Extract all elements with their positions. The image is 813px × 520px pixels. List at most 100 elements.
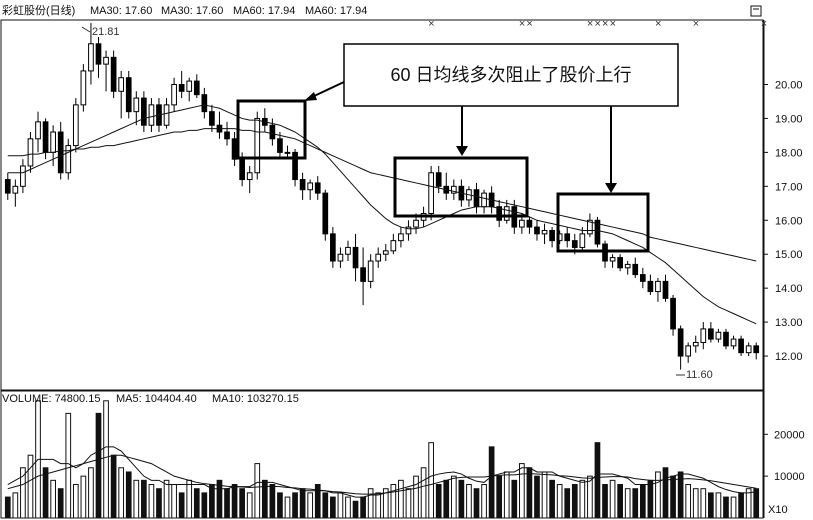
candle-down: [639, 274, 646, 282]
candle-up: [72, 104, 79, 147]
volume-bar-up: [692, 488, 699, 519]
resistance-box-3: [556, 192, 650, 253]
volume-bar-down: [496, 475, 503, 519]
volume-bar-up: [390, 484, 397, 519]
candle-down: [141, 97, 147, 126]
volume-bar-up: [50, 479, 56, 519]
volume-bar-down: [216, 479, 223, 519]
candle-down: [110, 56, 117, 92]
volume-bar-up: [413, 475, 419, 519]
volume-bar-down: [57, 488, 64, 519]
candle-up: [382, 250, 389, 255]
volume-bar-up: [118, 467, 125, 519]
volume-bar-up: [254, 463, 261, 519]
volume-bar-up: [420, 467, 427, 519]
volume-bar-up: [345, 496, 351, 519]
volume-bar-up: [685, 484, 692, 519]
ma60-label-2: MA60: 17.94: [305, 5, 367, 17]
price-panel-frame: [0, 19, 764, 391]
candle-up: [148, 104, 155, 126]
candle-down: [564, 233, 571, 242]
volume-bar-down: [443, 479, 450, 519]
volume-bar-up: [103, 400, 109, 519]
candle-down: [292, 151, 298, 181]
candle-up: [307, 182, 314, 191]
annotation-text: 60 日均线多次阻止了股价上行: [390, 65, 631, 85]
volume-bar-down: [564, 488, 571, 519]
volume-bar-up: [700, 488, 707, 519]
volume-ma10-line: [7, 454, 757, 495]
window-box-icon[interactable]: [750, 5, 762, 17]
volume-layer: [4, 400, 760, 519]
volume-bar-up: [133, 479, 140, 519]
candle-down: [4, 179, 11, 194]
volume-bar-down: [360, 496, 366, 519]
volume-bar-up: [624, 488, 631, 519]
volume-bar-down: [708, 492, 714, 519]
volume-bar-down: [526, 467, 533, 519]
volume-bar-down: [617, 484, 623, 519]
volume-bar-down: [677, 471, 684, 519]
volume-ma5-line: [7, 446, 757, 498]
candle-down: [193, 80, 200, 96]
candle-down: [670, 297, 676, 330]
candle-down: [647, 280, 654, 293]
volume-bar-up: [428, 442, 434, 519]
candle-up: [80, 70, 87, 106]
volume-bar-down: [125, 471, 132, 519]
candle-up: [405, 226, 412, 235]
annotation-callout: [343, 43, 679, 107]
volume-bar-up: [65, 412, 72, 519]
volume-bar-down: [292, 492, 298, 519]
candle-up: [65, 145, 72, 174]
candle-up: [685, 345, 692, 357]
volume-bar-down: [662, 467, 669, 519]
candle-up: [35, 121, 41, 140]
candle-up: [118, 77, 125, 92]
volume-bar-up: [12, 492, 19, 519]
volume-bar-up: [466, 484, 472, 519]
arrow-2-head: [456, 146, 468, 156]
signal-marker: ×: [587, 18, 593, 30]
candle-up: [503, 206, 510, 221]
stock-name-label: 彩虹股份(日线): [2, 3, 75, 17]
candle-up: [186, 80, 193, 92]
price-tick-label: 20.00: [775, 79, 803, 91]
volume-bar-up: [88, 467, 94, 519]
resistance-box-1: [236, 99, 307, 160]
volume-bar-up: [20, 467, 26, 519]
volume-bar-up: [503, 471, 510, 519]
volume-bar-up: [609, 479, 616, 519]
volume-bar-down: [269, 484, 276, 519]
candle-up: [337, 253, 344, 262]
volume-bar-up: [171, 484, 177, 519]
candle-up: [375, 253, 382, 262]
volume-bar-down: [639, 484, 646, 519]
volume-bar-down: [632, 488, 639, 519]
candle-up: [88, 43, 94, 72]
volume-bar-up: [337, 492, 344, 519]
volume-bar-up: [405, 488, 412, 519]
volume-bar-up: [186, 479, 193, 519]
candle-up: [171, 83, 177, 106]
candle-down: [224, 131, 230, 140]
volume-bar-down: [178, 492, 185, 519]
candle-up: [450, 185, 457, 194]
resistance-box-2: [393, 156, 529, 218]
signal-marker: ×: [761, 18, 767, 30]
candle-up: [284, 151, 291, 154]
candle-up: [246, 172, 253, 181]
volume-bar-down: [594, 442, 601, 519]
volume-bar-down: [314, 484, 321, 519]
candle-up: [541, 229, 548, 235]
volume-bar-down: [141, 479, 147, 519]
signal-marker: ×: [655, 18, 661, 30]
ma30-label-1: MA30: 17.60: [90, 5, 152, 17]
volume-ma10-label: MA10: 103270.15: [212, 393, 299, 405]
candle-down: [738, 338, 744, 354]
candle-down: [42, 121, 49, 153]
volume-bar-up: [481, 484, 487, 519]
volume-bar-up: [382, 488, 389, 519]
volume-bar-down: [156, 488, 162, 519]
candle-up: [50, 131, 56, 153]
